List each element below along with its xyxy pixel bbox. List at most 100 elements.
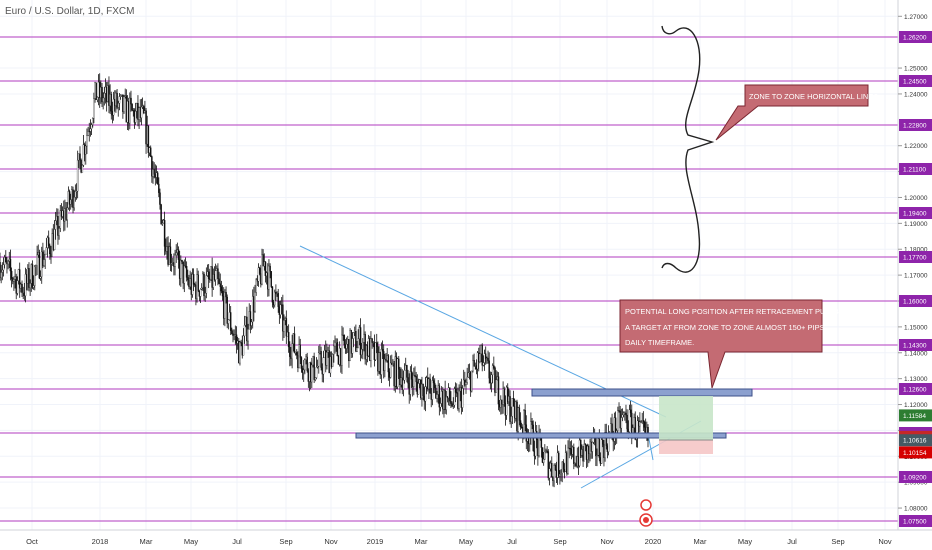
- candle-body: [183, 265, 186, 284]
- candle-body: [221, 290, 224, 297]
- candles: [0, 73, 649, 488]
- resistance-zone-box[interactable]: [531, 388, 753, 397]
- candle-body: [306, 356, 308, 371]
- candle-body: [151, 156, 153, 177]
- candle-body: [380, 349, 383, 375]
- candle-body: [149, 147, 152, 157]
- candle-body: [626, 414, 628, 430]
- time-tick-label: May: [459, 537, 473, 546]
- candle-body: [180, 260, 182, 279]
- candle-body: [487, 357, 489, 361]
- candle-body: [356, 347, 358, 352]
- candle-body: [510, 416, 512, 422]
- candle-body: [207, 271, 210, 279]
- candle-body: [398, 358, 400, 370]
- time-tick-label: Jul: [232, 537, 242, 546]
- price-tag: [899, 409, 932, 422]
- candle-body: [406, 365, 408, 378]
- candle-body: [402, 379, 405, 390]
- candle-body: [503, 388, 506, 404]
- candle-body: [203, 273, 205, 297]
- candle-body: [598, 438, 601, 458]
- support-zone-box[interactable]: [355, 432, 727, 439]
- candle-body: [91, 118, 94, 125]
- candle-body: [413, 375, 415, 387]
- candle-body: [343, 334, 346, 345]
- candle-body: [302, 369, 305, 373]
- candle-body: [300, 357, 303, 369]
- price-tick-label: 1.13000: [904, 376, 928, 383]
- candle-body: [163, 220, 166, 247]
- candle-body: [551, 463, 553, 477]
- long-position-target[interactable]: [659, 396, 713, 440]
- candle-body: [96, 97, 99, 100]
- position-callout-line-2: A TARGET AT FROM ZONE TO ZONE ALMOST 150…: [625, 323, 827, 332]
- candle-body: [0, 272, 2, 278]
- candle-body: [13, 279, 15, 282]
- candle-body: [351, 338, 354, 354]
- candle-body: [90, 124, 93, 129]
- candle-body: [255, 279, 257, 293]
- candle-body: [257, 267, 260, 282]
- candle-body: [407, 377, 409, 384]
- level-tag: [899, 119, 932, 131]
- candle-body: [89, 128, 92, 132]
- candle-body: [355, 331, 357, 352]
- time-axis[interactable]: Oct 2018 Mar May Jul Sep Nov 2019 Mar May Jul Sep No…: [0, 529, 932, 546]
- candle-body: [596, 455, 598, 457]
- candle-body: [142, 106, 145, 114]
- long-position-stop[interactable]: [659, 440, 713, 454]
- candle-body: [403, 370, 406, 381]
- candle-body: [547, 451, 550, 479]
- candle-body: [293, 333, 296, 353]
- time-tick-label: Mar: [415, 537, 428, 546]
- candle-body: [643, 421, 646, 428]
- candle-body: [103, 93, 106, 99]
- candle-body: [224, 292, 226, 319]
- candle-body: [147, 125, 150, 153]
- candle-body: [32, 285, 35, 288]
- candle-body: [345, 344, 348, 349]
- candle-body: [506, 387, 509, 402]
- candle-body: [384, 358, 386, 371]
- candle-body: [134, 111, 137, 123]
- candle-body: [449, 387, 451, 402]
- level-tag-label: 1.12600: [903, 387, 927, 394]
- candle-body: [439, 403, 442, 408]
- candle-body: [85, 145, 87, 155]
- position-callout-shape: [619, 299, 823, 389]
- candle-body: [86, 135, 88, 147]
- price-tick-label: 1.22000: [904, 143, 928, 150]
- candle-body: [262, 254, 264, 267]
- candle-body: [250, 321, 253, 326]
- candle-body: [264, 261, 267, 277]
- candle-body: [53, 229, 56, 251]
- candle-body: [629, 409, 632, 414]
- candle-body: [10, 270, 13, 279]
- candle-body: [76, 159, 79, 192]
- time-tick-label: Sep: [279, 537, 292, 546]
- candle-body: [333, 345, 335, 355]
- event-marker-icon[interactable]: [639, 499, 653, 527]
- candle-body: [82, 144, 85, 166]
- candle-body: [192, 274, 195, 285]
- candle-body: [217, 268, 219, 279]
- candle-body: [269, 265, 271, 272]
- candle-body: [316, 366, 319, 368]
- candle-body: [326, 352, 328, 366]
- candle-body: [102, 97, 104, 103]
- candle-body: [31, 264, 34, 288]
- level-tag-label: 1.09200: [903, 475, 927, 482]
- candle-body: [359, 327, 362, 355]
- price-axis[interactable]: 1.270001.250001.240001.220001.210001.200…: [897, 0, 932, 530]
- candle-body: [287, 332, 290, 348]
- candle-body: [488, 360, 490, 379]
- time-tick-label: Sep: [553, 537, 566, 546]
- candle-body: [158, 183, 160, 193]
- candle-body: [296, 352, 298, 356]
- candle-body: [226, 296, 228, 324]
- candle-body: [88, 131, 91, 133]
- candle-body: [493, 365, 495, 368]
- candle-body: [482, 362, 485, 366]
